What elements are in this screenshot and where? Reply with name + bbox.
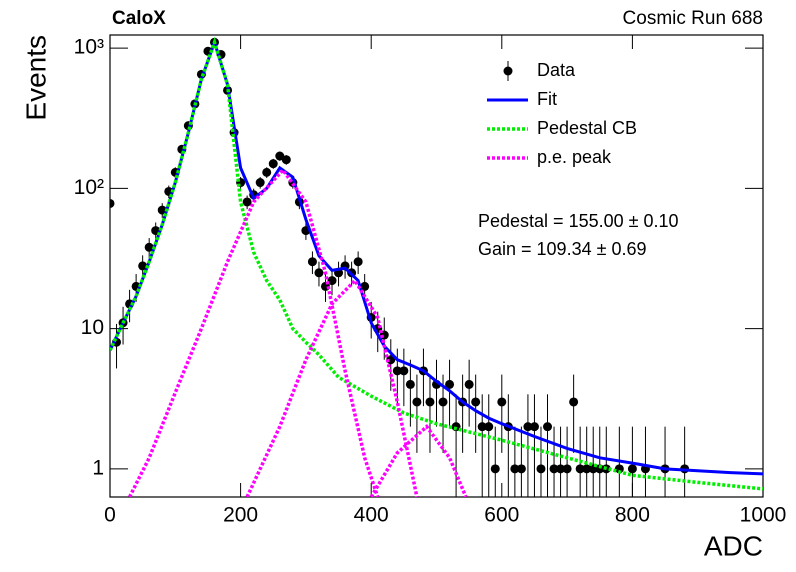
data-point bbox=[484, 422, 494, 432]
data-point bbox=[438, 397, 448, 407]
legend-label: p.e. peak bbox=[537, 147, 612, 167]
data-point bbox=[157, 205, 167, 215]
y-tick-label: 1 bbox=[92, 456, 104, 479]
data-point bbox=[314, 268, 324, 278]
data-point bbox=[471, 397, 481, 407]
chart-subtitle: Cosmic Run 688 bbox=[623, 8, 763, 29]
legend-label: Pedestal CB bbox=[537, 118, 637, 138]
annotation: Gain = 109.34 ± 0.69 bbox=[478, 239, 647, 259]
data-point bbox=[445, 379, 455, 389]
annotation: Pedestal = 155.00 ± 0.10 bbox=[478, 211, 679, 231]
data-point bbox=[490, 464, 500, 474]
data-point bbox=[399, 366, 409, 376]
data-point bbox=[543, 422, 553, 432]
y-tick-label: 10² bbox=[74, 176, 104, 199]
data-point bbox=[562, 464, 572, 474]
plot-area bbox=[110, 36, 763, 497]
data-point bbox=[405, 379, 415, 389]
data-point bbox=[582, 464, 592, 474]
data-point bbox=[353, 257, 363, 267]
data-point bbox=[262, 167, 272, 177]
data-point bbox=[516, 464, 526, 474]
data-point bbox=[425, 397, 435, 407]
data-point bbox=[327, 276, 337, 286]
x-tick-label: 800 bbox=[615, 504, 650, 527]
data-point bbox=[529, 422, 539, 432]
pe-peak-curve bbox=[369, 424, 468, 497]
data-point bbox=[392, 366, 402, 376]
x-tick-label: 200 bbox=[223, 504, 258, 527]
pe-peak-curve bbox=[245, 277, 419, 497]
data-point bbox=[575, 464, 585, 474]
data-point bbox=[268, 159, 278, 169]
x-axis-label: ADC bbox=[704, 530, 763, 561]
x-tick-label: 400 bbox=[354, 504, 389, 527]
data-point bbox=[595, 464, 605, 474]
data-point bbox=[464, 379, 474, 389]
legend-marker bbox=[503, 66, 513, 76]
pedestal-curve bbox=[110, 36, 763, 491]
data-point bbox=[477, 422, 487, 432]
data-point bbox=[275, 151, 285, 161]
data-point bbox=[242, 197, 252, 207]
x-tick-label: 0 bbox=[104, 504, 116, 527]
y-tick-label: 10³ bbox=[74, 36, 104, 59]
chart-title: CaloX bbox=[112, 8, 166, 29]
data-point bbox=[569, 397, 579, 407]
y-axis-label: Events bbox=[20, 35, 51, 121]
data-point bbox=[627, 464, 637, 474]
data-point bbox=[412, 397, 422, 407]
data-point bbox=[497, 397, 507, 407]
data-point bbox=[556, 464, 566, 474]
legend-label: Fit bbox=[537, 89, 557, 109]
data-point bbox=[360, 281, 370, 291]
data-point bbox=[614, 464, 624, 474]
data-point bbox=[110, 198, 115, 208]
pe-peak-curve bbox=[128, 167, 380, 497]
y-tick-label: 10 bbox=[81, 316, 104, 339]
data-point bbox=[255, 178, 265, 188]
x-tick-label: 1000 bbox=[740, 504, 787, 527]
legend-label: Data bbox=[537, 60, 576, 80]
data-point bbox=[510, 464, 520, 474]
x-tick-label: 600 bbox=[484, 504, 519, 527]
plot-frame bbox=[109, 34, 764, 498]
data-point bbox=[138, 261, 148, 271]
data-point bbox=[523, 422, 533, 432]
data-point bbox=[549, 464, 559, 474]
data-point bbox=[281, 155, 291, 165]
data-point bbox=[307, 257, 317, 267]
data-point bbox=[536, 464, 546, 474]
data-point bbox=[144, 242, 154, 252]
